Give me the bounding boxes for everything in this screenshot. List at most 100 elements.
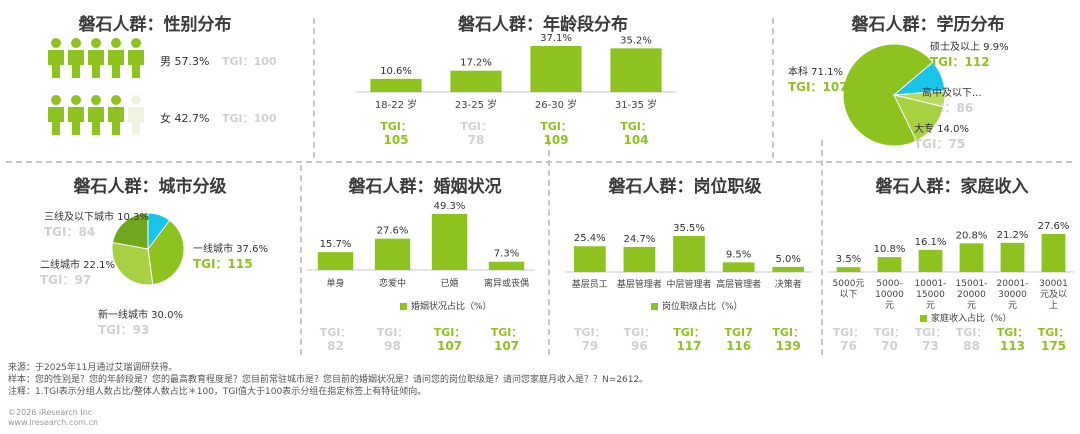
female-person-icon [48,95,64,135]
bar [573,246,606,272]
tgi-label: TGI： [320,326,352,339]
slice-label: 新一线城市 30.0% [98,308,183,321]
male-person-icon [88,38,104,78]
bar-value-label: 9.5% [726,249,751,260]
tgi-label: TGI： [673,326,705,339]
category-label: 上 [1049,300,1058,311]
tgi-value: 78 [468,133,485,147]
pie-slice [111,241,154,286]
male-person-icon [128,38,144,78]
footer-source: 来源：于2025年11月通过艾瑞调研获得。 [8,363,178,373]
tgi-value: 79 [581,339,598,353]
marital-bar-chart: 15.7%单身TGI：8227.6%恋爱中TGI：9849.3%已婚TGI：10… [307,201,535,353]
tgi-value: 113 [1000,339,1025,353]
bar [1000,242,1025,272]
bar-value-label: 24.7% [624,234,656,245]
bar [610,48,662,92]
city-pie-chart: 一线城市 37.6% TGI：115 新一线城市 30.0% TGI：93 二线城市 2… [40,210,268,337]
bar [836,267,861,272]
male-share-label: 男 57.3% [160,55,210,68]
tgi-label: TGI： [460,120,492,133]
female-tgi-label: TGI：100 [222,112,277,125]
category-label: 决策者 [775,278,802,290]
male-person-icon [68,38,84,78]
panel-title: 磐石人群：岗位职级 [608,177,762,197]
bar-value-label: 3.5% [836,254,861,265]
bar-value-label: 25.4% [574,233,606,244]
column-separator [313,18,315,158]
column-separator [548,140,550,355]
bar [374,238,411,270]
tgi-label: TGI： [491,326,523,339]
pie-slice [147,212,171,251]
tgi-label: TGI7 [724,326,752,339]
gender-icon-rows [48,38,144,135]
panel-title: 磐石人群：城市分级 [73,177,227,197]
category-label: 单身 [326,277,344,289]
tgi-label: TGI： [620,120,652,133]
female-person-icon [128,95,144,135]
tgi-value: 107 [494,339,519,353]
chart-legend: 婚姻状况占比（%） [400,299,492,312]
category-label: 高层管理者 [716,278,761,290]
pie-slice [147,219,185,286]
tgi-label: TGI： [377,326,409,339]
female-share-label: 女 42.7% [160,112,210,125]
category-label: 18-22 岁 [375,98,417,111]
tgi-value: 105 [383,133,408,147]
age-panel: 磐石人群：年龄段分布 10.6% 18-22 岁 TGI： 105 17.2% 23-25… [316,0,770,160]
slice-label: 三线及以下城市 10.3% [44,210,149,223]
city-panel: 磐石人群：城市分级 一线城市 37.6% TGI：115 新一线城市 30.0% TG… [0,165,300,345]
tgi-value: 96 [631,339,648,353]
bar [877,257,902,272]
bar-value-label: 35.2% [620,35,652,46]
job-level-bar-chart: 25.4%基层员工TGI：7924.7%基层管理者TGI：9635.5%中层管理… [565,223,813,353]
tgi-value: 98 [384,339,401,353]
tgi-label: TGI： [540,120,572,133]
category-label: 30001 [1039,279,1068,289]
category-label: 15001- [956,279,988,289]
category-label: 基层管理者 [617,278,662,290]
male-person-icon [108,38,124,78]
bar [918,249,943,272]
category-label: 基层员工 [572,278,608,290]
slice-tgi: TGI：84 [44,225,95,239]
chart-legend: 家庭收入占比（%） [920,311,1012,324]
bar-value-label: 16.1% [915,237,947,248]
slice-label: 一线城市 37.6% [193,242,268,255]
male-tgi-label: TGI：100 [222,55,277,68]
chart-legend: 岗位职级占比（%） [651,299,743,312]
pie-slice [842,43,934,147]
tgi-value: 107 [437,339,462,353]
tgi-label: TGI： [915,326,947,339]
column-separator [772,18,774,158]
bar [673,236,705,272]
bar-value-label: 15.7% [320,239,352,250]
income-bar-chart: 3.5%5000元以下TGI：7610.8%5000-10000元TGI：701… [828,221,1074,353]
column-separator [821,140,823,355]
female-person-icon [68,95,84,135]
tgi-label: TGI： [574,326,606,339]
income-panel: 磐石人群：家庭收入 3.5% 5000元 以下 TGI： 76 10.8% 5000- 100… [824,165,1080,355]
tgi-value: 117 [676,339,701,353]
category-label: 15000 [916,290,945,300]
tgi-label: TGI： [997,326,1029,339]
column-separator [300,165,302,355]
category-label: 元 [967,301,976,311]
bar [317,252,354,270]
category-label: 30000 [998,290,1027,300]
bar [772,266,805,272]
category-label: 10000 [875,290,904,300]
category-label: 元 [926,301,935,311]
tgi-label: TGI： [1038,326,1070,339]
slice-tgi: TGI：93 [98,323,149,337]
panel-title: 磐石人群：年龄段分布 [458,15,628,35]
slice-tgi: TGI：115 [193,257,253,271]
bar [431,214,468,270]
gender-panel: 磐石人群：性别分布 男 57.3% TGI：100 女 42.7% TGI：10… [0,0,310,160]
marital-panel: 磐石人群：婚姻状况 15.7% 单身 TGI： 82 27.6% 恋爱中 TGI： 98 49.… [303,165,547,355]
bar [1041,234,1066,272]
slice-label: 大专 14.0% [914,122,969,135]
tgi-value: 73 [922,339,939,353]
footer-sample: 样本：您的性别是？您的年龄段是？您的最高教育程度是？您目前常驻城市是？您目前的婚… [8,375,649,385]
